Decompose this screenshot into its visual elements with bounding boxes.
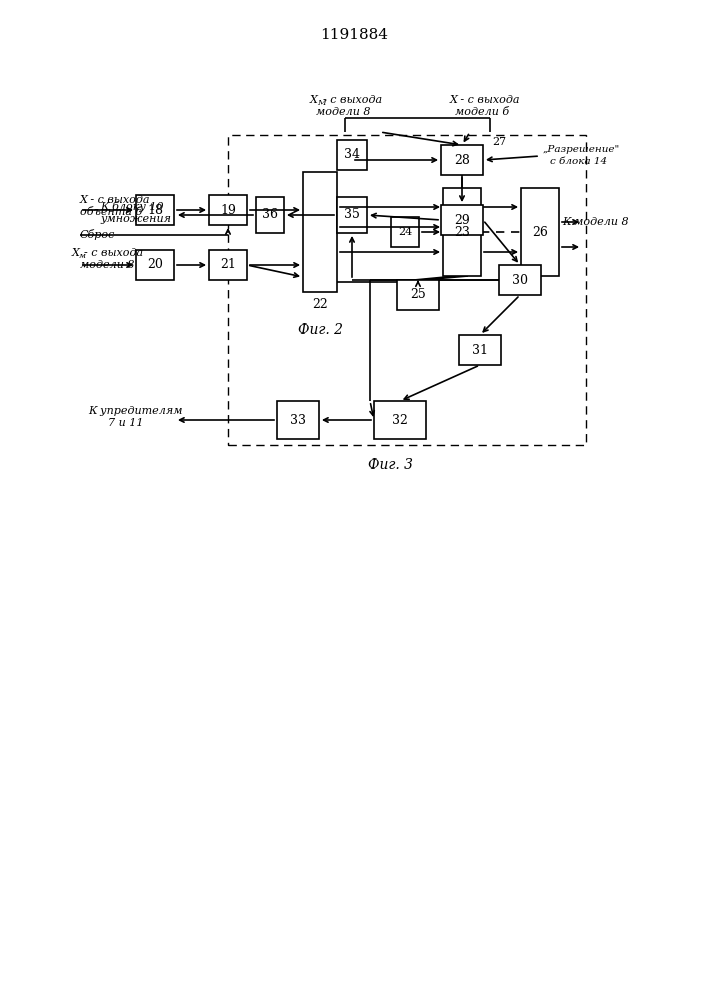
Text: 25: 25 (410, 288, 426, 302)
Bar (374, 401, 426, 439)
Bar (256, 197, 284, 233)
Text: модели б: модели б (455, 107, 509, 117)
Bar (441, 205, 483, 235)
Text: 1191884: 1191884 (320, 28, 388, 42)
Text: модели 8: модели 8 (80, 260, 134, 270)
Text: Х - с выхода: Х - с выхода (80, 195, 151, 205)
Text: Х: Х (72, 248, 80, 258)
Bar (277, 401, 319, 439)
Text: 28: 28 (454, 153, 470, 166)
Bar (499, 265, 541, 295)
Text: Сброс: Сброс (80, 230, 115, 240)
Text: умножения: умножения (100, 214, 171, 224)
Bar (441, 145, 483, 175)
Bar (391, 217, 419, 247)
Text: М: М (317, 99, 326, 107)
Text: 35: 35 (344, 209, 360, 222)
Text: 30: 30 (512, 273, 528, 286)
Bar (228, 135, 586, 445)
Text: модели 8: модели 8 (316, 107, 370, 117)
Text: 36: 36 (262, 209, 278, 222)
Bar (337, 197, 367, 233)
Text: 29: 29 (454, 214, 470, 227)
Bar (303, 172, 337, 292)
Text: Х: Х (310, 95, 318, 105)
Text: Х - с выхода: Х - с выхода (450, 95, 520, 105)
Text: 23: 23 (454, 226, 470, 238)
Text: 24: 24 (398, 227, 412, 237)
Bar (443, 188, 481, 276)
Text: 19: 19 (220, 204, 236, 217)
Bar (337, 140, 367, 170)
Text: с блока 14: с блока 14 (550, 157, 607, 166)
Text: 34: 34 (344, 148, 360, 161)
Text: 18: 18 (147, 204, 163, 217)
Text: Фиг. 2: Фиг. 2 (298, 323, 342, 337)
Text: объента б: объента б (80, 207, 142, 217)
Text: 33: 33 (290, 414, 306, 426)
Text: - с выхода: - с выхода (84, 248, 143, 258)
Bar (459, 335, 501, 365)
Text: 27: 27 (492, 137, 506, 147)
Text: 21: 21 (220, 258, 236, 271)
Text: 7 и 11: 7 и 11 (108, 418, 144, 428)
Bar (136, 250, 174, 280)
Text: „Разрешение": „Разрешение" (543, 145, 620, 154)
Text: 31: 31 (472, 344, 488, 357)
Text: м: м (79, 252, 86, 260)
Bar (397, 280, 439, 310)
Bar (209, 250, 247, 280)
Text: К модели 8: К модели 8 (562, 217, 629, 227)
Bar (521, 188, 559, 276)
Text: К блоку 10: К блоку 10 (100, 202, 163, 213)
Bar (136, 195, 174, 225)
Text: - с выхода: - с выхода (323, 95, 382, 105)
Text: 26: 26 (532, 226, 548, 238)
Text: 22: 22 (312, 298, 328, 310)
Text: 20: 20 (147, 258, 163, 271)
Text: 32: 32 (392, 414, 408, 426)
Bar (209, 195, 247, 225)
Text: Фиг. 3: Фиг. 3 (368, 458, 412, 472)
Text: К упредителям: К упредителям (88, 406, 182, 416)
